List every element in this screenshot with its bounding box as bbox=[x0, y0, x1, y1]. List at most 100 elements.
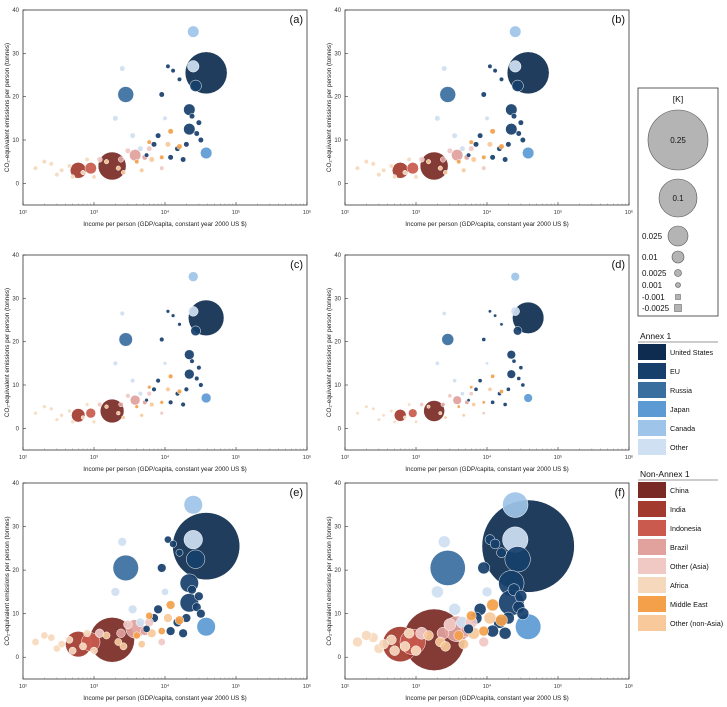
bubble-africa bbox=[355, 165, 360, 171]
bubble-brazil bbox=[118, 156, 124, 163]
y-tick-label: 40 bbox=[12, 8, 19, 14]
bubble-africa bbox=[83, 629, 91, 638]
bubble-africa bbox=[31, 638, 40, 646]
bubble-africa bbox=[40, 631, 49, 640]
bubble-china bbox=[419, 151, 449, 181]
x-tick-label: 10⁶ bbox=[625, 454, 633, 461]
bubble-other_nonasia bbox=[461, 167, 467, 173]
bubble-eu bbox=[516, 376, 522, 381]
bubble-eu bbox=[477, 132, 484, 139]
bubble-other_a1 bbox=[437, 535, 451, 549]
bubble-eu bbox=[166, 626, 176, 636]
bubble-africa bbox=[53, 644, 61, 653]
bubble-other_a1 bbox=[448, 603, 461, 616]
bubble-russia bbox=[112, 554, 139, 581]
bubble-eu bbox=[194, 375, 200, 382]
bubble-eu bbox=[506, 387, 511, 392]
bubble-middle_east bbox=[166, 600, 176, 610]
bubble-middle_east bbox=[456, 404, 461, 409]
bubble-eu bbox=[165, 309, 171, 314]
bubble-africa bbox=[59, 413, 64, 418]
bubble-africa bbox=[392, 174, 398, 180]
bubble-us bbox=[512, 301, 545, 334]
legend-annex1-label: Canada bbox=[670, 424, 695, 433]
legend-k-circle bbox=[647, 109, 709, 171]
x-axis-label: Income per person (GDP/capita, constant … bbox=[405, 466, 568, 473]
bubble-eu bbox=[473, 387, 479, 392]
bubble-other_a1 bbox=[441, 311, 447, 316]
bubble-eu bbox=[488, 309, 492, 314]
bubble-layer bbox=[33, 271, 225, 424]
bubble-africa bbox=[364, 404, 369, 409]
x-tick-label: 10⁴ bbox=[483, 683, 492, 690]
bubble-eu bbox=[158, 91, 165, 98]
legend-annex1: Annex 1 United States EU Russia Japan Canada O… bbox=[638, 331, 718, 455]
legend-nonannex1-swatch bbox=[638, 501, 666, 517]
bubble-middle_east bbox=[132, 631, 141, 640]
bubble-eu bbox=[463, 623, 474, 635]
plot-frame bbox=[22, 254, 308, 451]
y-axis-label: CO₂-equivalent emissions per person (ton… bbox=[326, 288, 333, 417]
bubble-africa bbox=[66, 163, 72, 169]
bubble-layer bbox=[31, 495, 241, 663]
bubble-africa bbox=[70, 174, 76, 180]
panel-label: (f) bbox=[615, 487, 625, 499]
bubble-eu bbox=[516, 607, 530, 620]
bubble-other_asia bbox=[124, 147, 131, 154]
y-tick-label: 40 bbox=[334, 253, 341, 259]
bubble-layer bbox=[355, 272, 545, 424]
bubble-africa bbox=[407, 402, 412, 407]
legend-k-label: 0.01 bbox=[642, 253, 658, 262]
bubble-middle_east bbox=[495, 613, 508, 627]
bubble-eu bbox=[489, 154, 496, 161]
plot-frame bbox=[22, 9, 308, 206]
legend-nonannex1-label: China bbox=[670, 486, 689, 495]
y-tick-label: 0 bbox=[338, 426, 342, 432]
bubble-eu bbox=[511, 358, 517, 364]
bubble-eu bbox=[189, 358, 195, 364]
bubble-other_a1 bbox=[110, 587, 120, 597]
x-tick-label: 10⁵ bbox=[554, 209, 562, 216]
legend-k-title: [K] bbox=[673, 94, 683, 104]
x-tick-label: 10⁴ bbox=[161, 454, 170, 461]
x-tick-label: 10³ bbox=[90, 455, 98, 461]
bubble-eu bbox=[506, 350, 516, 360]
legend-nonannex1-swatch bbox=[638, 615, 666, 631]
bubble-other_asia bbox=[125, 393, 131, 399]
bubble-other_nonasia bbox=[149, 401, 155, 408]
legend-k-circle bbox=[667, 225, 689, 247]
x-axis-label: Income per person (GDP/capita, constant … bbox=[83, 695, 246, 702]
bubble-other_a1 bbox=[119, 65, 126, 72]
panel-label: (c) bbox=[290, 259, 303, 271]
x-tick-label: 10⁶ bbox=[303, 454, 311, 461]
y-axis-label: CO₂-equivalent emissions per person (ton… bbox=[326, 516, 333, 645]
y-tick-label: 20 bbox=[12, 340, 19, 346]
bubble-other_a1 bbox=[484, 115, 490, 121]
bubble-brazil bbox=[118, 401, 124, 408]
legend-k-label: 0.25 bbox=[670, 136, 686, 145]
bubble-eu bbox=[170, 68, 176, 74]
bubble-africa bbox=[388, 163, 394, 169]
x-tick-label: 10⁴ bbox=[483, 209, 492, 216]
bubble-africa bbox=[402, 170, 408, 175]
y-tick-label: 10 bbox=[334, 612, 341, 618]
bubble-brazil bbox=[440, 402, 446, 407]
x-tick-label: 10⁶ bbox=[303, 683, 311, 690]
bubble-indonesia bbox=[406, 162, 419, 175]
bubble-other_a1 bbox=[509, 60, 522, 73]
bubble-middle_east bbox=[146, 139, 152, 145]
bubble-middle_east bbox=[489, 128, 496, 135]
bubble-other_nonasia bbox=[119, 642, 128, 651]
bubble-layer bbox=[355, 25, 550, 181]
bubble-eu bbox=[504, 546, 531, 573]
bubble-africa bbox=[91, 419, 97, 424]
bubble-africa bbox=[70, 419, 75, 424]
bubble-middle_east bbox=[486, 598, 499, 612]
bubble-eu bbox=[466, 152, 472, 158]
bubble-middle_east bbox=[456, 159, 462, 165]
bubble-other_nonasia bbox=[137, 640, 146, 648]
bubble-eu bbox=[198, 382, 204, 388]
bubble-eu bbox=[175, 548, 184, 557]
y-tick-label: 40 bbox=[12, 253, 19, 259]
bubble-eu bbox=[167, 154, 174, 161]
